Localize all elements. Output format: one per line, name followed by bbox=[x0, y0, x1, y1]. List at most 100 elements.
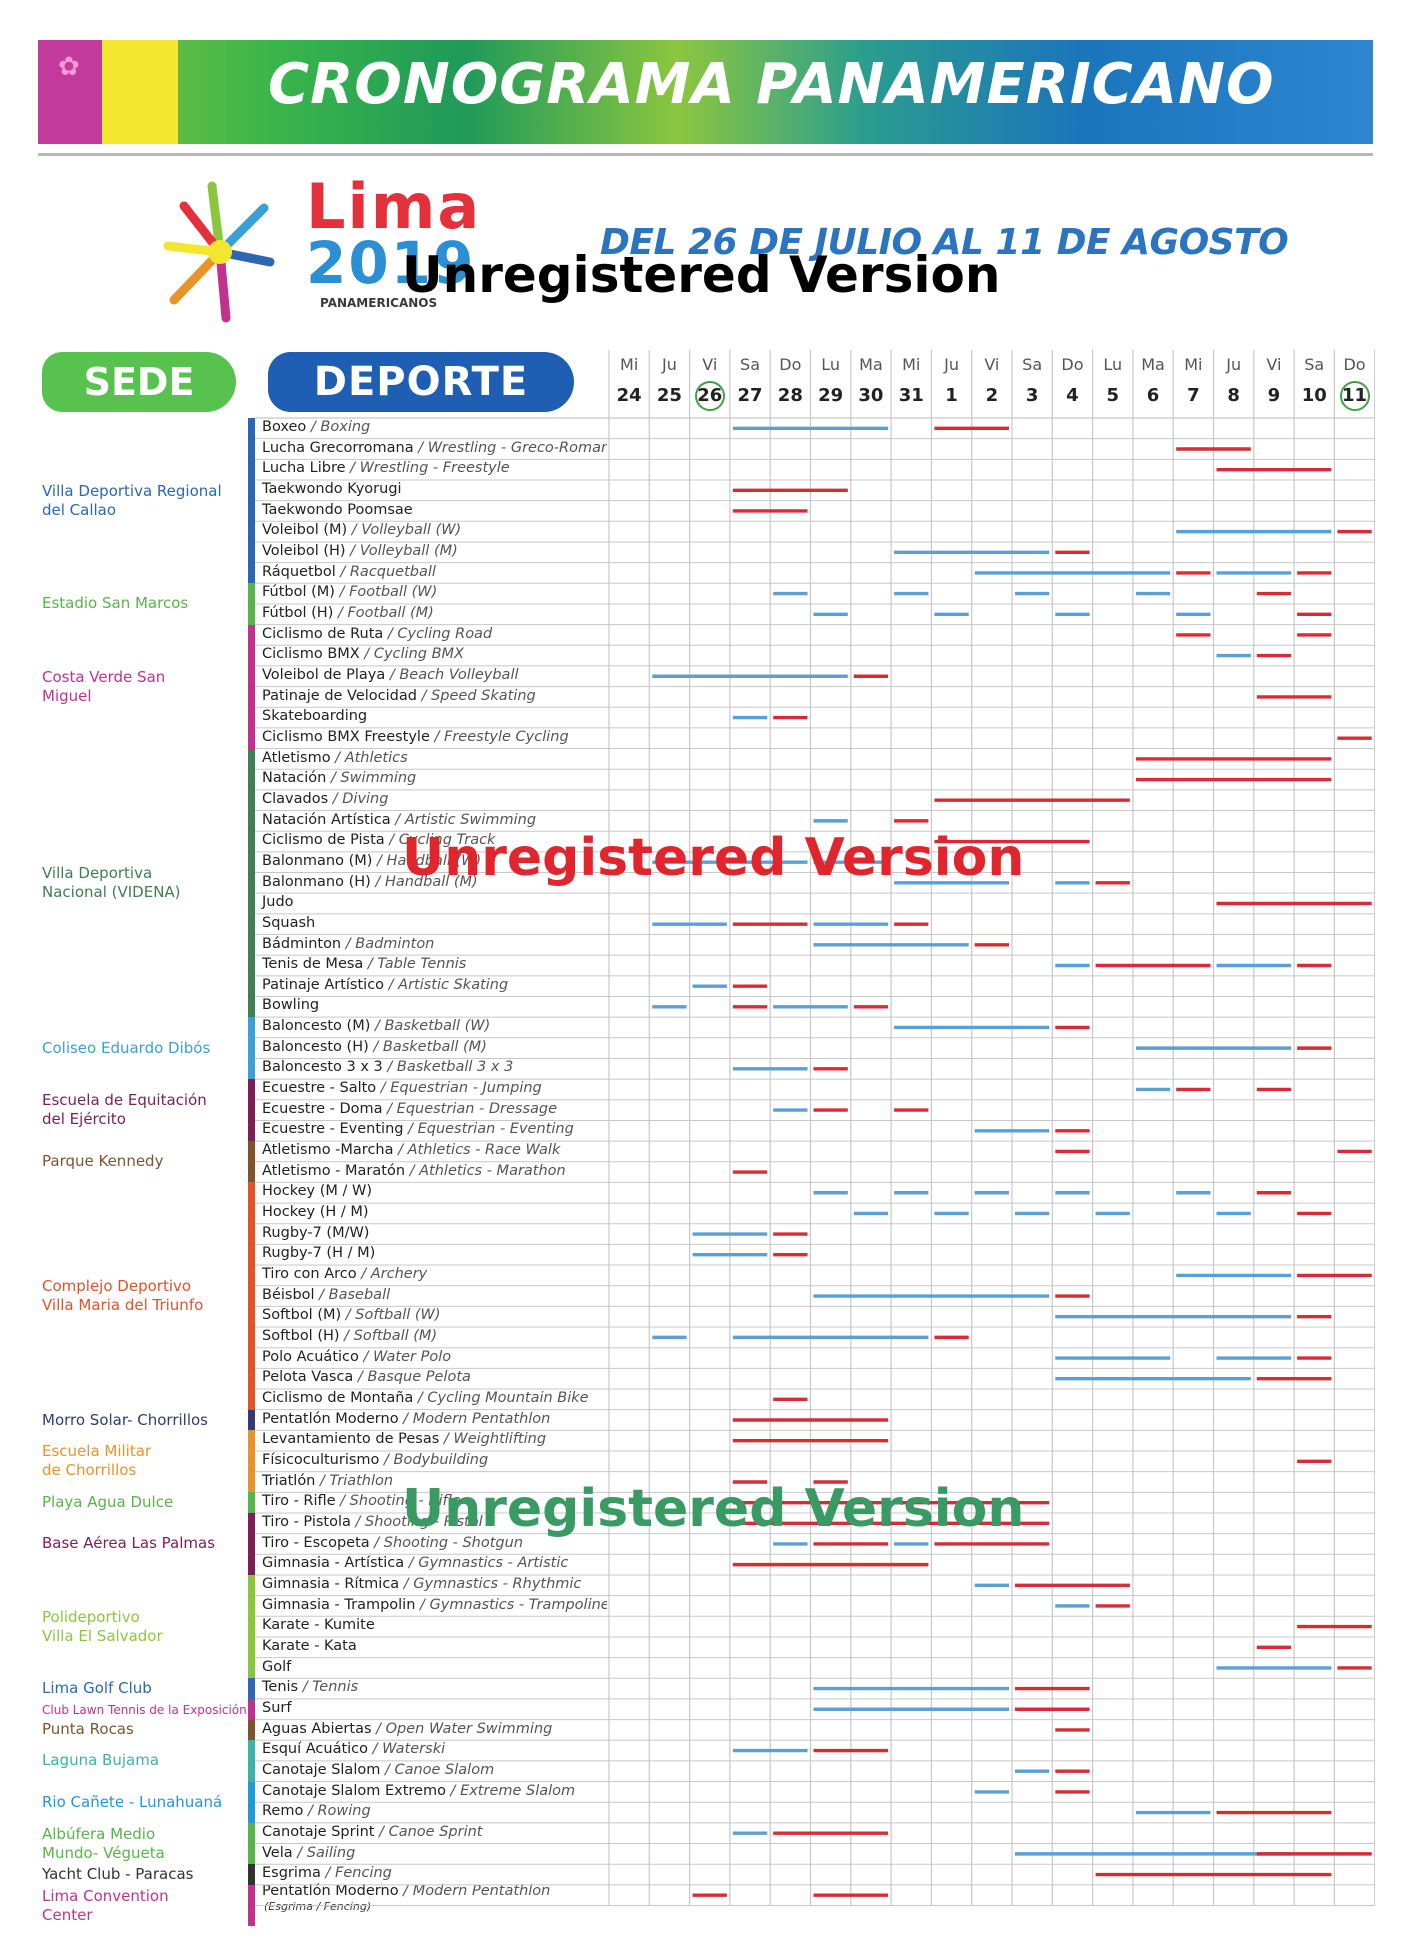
venue-label: Coliseo Eduardo Dibós bbox=[42, 1039, 210, 1058]
sport-row: Gimnasia - Rítmica / Gymnastics - Rhythm… bbox=[252, 1576, 607, 1597]
sport-name-es: Vela bbox=[262, 1844, 293, 1861]
sport-name-en: Extreme Slalom bbox=[460, 1782, 576, 1799]
sport-name-en: Wrestling - Freestyle bbox=[359, 460, 510, 477]
venue-color-bar bbox=[248, 1409, 255, 1431]
sport-name-es: Lucha Libre bbox=[262, 460, 346, 477]
sport-row: Canotaje Sprint / Canoe Sprint bbox=[252, 1824, 607, 1845]
sport-name-es: Tiro - Rifle bbox=[262, 1493, 336, 1510]
venue-name-line: Polideportivo bbox=[42, 1607, 140, 1626]
sport-name-es: Béisbol bbox=[262, 1286, 315, 1303]
sport-name-en: Gymnastics - Rhythmic bbox=[413, 1575, 582, 1592]
separator: / bbox=[416, 687, 432, 704]
separator: / bbox=[339, 1328, 354, 1345]
venue-label: Estadio San Marcos bbox=[42, 594, 188, 613]
sport-name-es: Ciclismo de Ruta bbox=[262, 625, 384, 642]
sport-name-en: Softball (M) bbox=[353, 1328, 438, 1345]
sport-name-es: Skateboarding bbox=[262, 708, 368, 725]
sport-name-en: Speed Skating bbox=[431, 687, 536, 704]
day-number: 5 bbox=[1106, 385, 1119, 406]
sport-name-es: Natación bbox=[262, 770, 327, 787]
separator: / bbox=[439, 1431, 454, 1448]
sport-name-en: Wrestling - Greco-Roman bbox=[427, 439, 607, 456]
sport-name-es: Pelota Vasca bbox=[262, 1369, 354, 1386]
sport-row: Pentatlón Moderno / Modern Pentathlon bbox=[252, 1883, 607, 1904]
separator: / bbox=[399, 1575, 414, 1592]
sport-row: Atletismo - Maratón / Athletics - Marath… bbox=[252, 1163, 607, 1184]
sport-name-es: Esquí Acuático bbox=[262, 1741, 369, 1758]
sport-name-en: Gymnastics - Artistic bbox=[418, 1555, 569, 1572]
sport-row: Ciclismo de Ruta / Cycling Road bbox=[252, 626, 607, 647]
sport-row: Pentatlón Moderno / Modern Pentathlon bbox=[252, 1411, 607, 1432]
sport-name-es: Ciclismo de Montaña bbox=[262, 1390, 414, 1407]
highlight-circle bbox=[694, 381, 725, 411]
separator: / bbox=[398, 1410, 413, 1427]
sport-name-en: Handball (M) bbox=[384, 873, 478, 890]
separator: / bbox=[398, 1882, 413, 1899]
venue-color-bar bbox=[248, 1141, 255, 1183]
sport-name-en: Baseball bbox=[328, 1286, 391, 1303]
logo-year: 2019 bbox=[306, 229, 476, 297]
sport-row: Lucha Grecorromana / Wrestling - Greco-R… bbox=[252, 440, 607, 461]
sport-row: Voleibol de Playa / Beach Volleyball bbox=[252, 667, 607, 688]
day-name: Lu bbox=[821, 355, 841, 374]
sport-name-es: Físicoculturismo bbox=[262, 1452, 380, 1468]
venue-color-bar bbox=[248, 1512, 255, 1575]
separator: / bbox=[353, 1369, 368, 1386]
separator: / bbox=[326, 770, 341, 787]
day-number: 25 bbox=[656, 385, 682, 406]
day-number: 4 bbox=[1066, 385, 1079, 406]
venue-color-bar bbox=[248, 1017, 255, 1080]
sport-name-en: Diving bbox=[342, 790, 389, 807]
sport-row: Ciclismo de Pista / Cycling Track bbox=[252, 832, 607, 853]
separator: / bbox=[335, 563, 350, 580]
sport-row: Taekwondo Kyorugi bbox=[252, 481, 607, 502]
venue-color-bar bbox=[248, 1698, 255, 1720]
separator: / bbox=[370, 1018, 385, 1035]
separator: / bbox=[314, 1286, 329, 1303]
sport-row: Squash bbox=[252, 915, 607, 936]
day-name: Lu bbox=[1103, 355, 1123, 374]
sport-name-es: Karate - Kumite bbox=[262, 1617, 375, 1634]
sport-name-es: Surf bbox=[262, 1699, 292, 1716]
sport-row: Ráquetbol / Racquetball bbox=[252, 564, 607, 585]
sport-name-es: Rugby-7 (H / M) bbox=[262, 1245, 376, 1262]
date-range: DEL 26 DE JULIO AL 11 DE AGOSTO bbox=[600, 222, 1289, 263]
sport-row: Atletismo -Marcha / Athletics - Race Wal… bbox=[252, 1142, 607, 1163]
sport-name-en: Cycling Track bbox=[398, 832, 496, 849]
sport-name-es: Pentatlón Moderno bbox=[262, 1882, 399, 1899]
sport-row: Levantamiento de Pesas / Weightlifting bbox=[252, 1431, 607, 1452]
sport-name-es: Pentatlón Moderno bbox=[262, 1410, 399, 1427]
header-banner: ✿ CRONOGRAMA PANAMERICANO bbox=[38, 40, 1373, 144]
venue-name-line: Coliseo Eduardo Dibós bbox=[42, 1038, 211, 1057]
day-name: Mi bbox=[902, 355, 921, 374]
separator: / bbox=[333, 604, 348, 621]
sport-row: Patinaje Artístico / Artistic Skating bbox=[252, 977, 607, 998]
separator: / bbox=[445, 1782, 461, 1799]
sport-row: Surf bbox=[252, 1700, 607, 1721]
separator: / bbox=[382, 1100, 397, 1117]
separator: / bbox=[405, 1162, 420, 1179]
schedule-grid bbox=[255, 350, 1375, 1907]
sport-name-en: Artistic Swimming bbox=[404, 811, 537, 828]
venue-color-bar bbox=[248, 1719, 255, 1741]
day-name: Do bbox=[1343, 355, 1366, 374]
sport-name-es: Tiro con Arco bbox=[262, 1266, 357, 1283]
sport-row: Hockey (H / M) bbox=[252, 1204, 607, 1225]
sport-name-es: Rugby-7 (M/W) bbox=[262, 1224, 370, 1241]
venue-label: Rio Cañete - Lunahuaná bbox=[42, 1793, 222, 1812]
separator: / bbox=[363, 956, 378, 973]
day-number: 28 bbox=[777, 385, 803, 406]
sport-row: Baloncesto (H) / Basketball (M) bbox=[252, 1039, 607, 1060]
sport-name-en: Waterski bbox=[382, 1741, 446, 1758]
sport-row: Natación / Swimming bbox=[252, 770, 607, 791]
venue-name-line: Villa Maria del Triunfo bbox=[42, 1296, 204, 1315]
sport-name-en: Modern Pentathlon bbox=[412, 1410, 551, 1427]
sport-row: Físicoculturismo / Bodybuilding bbox=[252, 1452, 607, 1473]
sport-name-en: Canoe Sprint bbox=[388, 1823, 483, 1840]
sport-name-es: Atletismo bbox=[262, 749, 331, 766]
sede-header: SEDE bbox=[42, 352, 236, 412]
sport-name-es: Aguas Abiertas bbox=[262, 1720, 372, 1737]
venue-label: Morro Solar- Chorrillos bbox=[42, 1411, 208, 1430]
sport-name-es: Esgrima bbox=[262, 1865, 321, 1882]
separator: / bbox=[429, 728, 444, 745]
